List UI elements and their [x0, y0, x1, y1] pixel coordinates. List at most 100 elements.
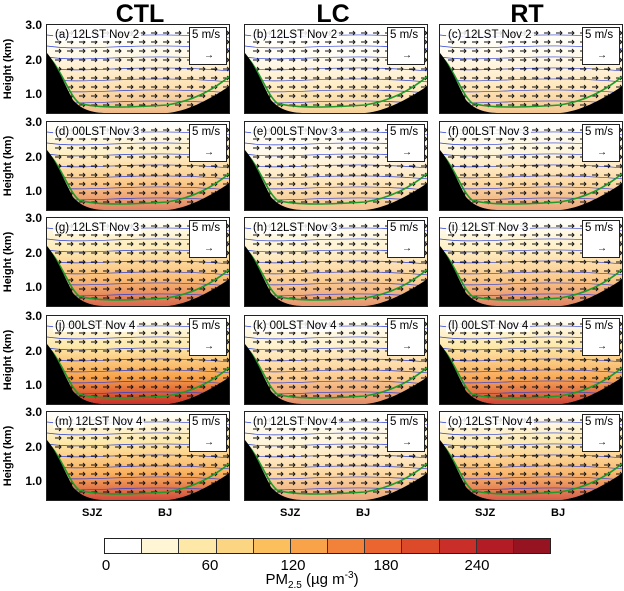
wind-vector [199, 66, 206, 72]
wind-vector [289, 172, 296, 178]
y-tick-label: 2.0 [25, 150, 42, 164]
wind-vector [409, 259, 416, 265]
wind-vector [349, 190, 356, 196]
wind-vector [115, 250, 122, 256]
arrow-right-icon: → [402, 341, 412, 352]
wind-vector [373, 181, 380, 187]
wind-vector [103, 339, 110, 345]
wind-vector [325, 339, 332, 345]
wind-vector [127, 277, 134, 283]
wind-vector [532, 250, 539, 256]
wind-vector [472, 480, 479, 486]
wind-vector [325, 375, 332, 381]
wind-vector [592, 286, 599, 292]
wind-vector [79, 480, 86, 486]
wind-vector [580, 181, 587, 187]
colorbar-tick-label: 0 [101, 557, 111, 574]
wind-vector [139, 190, 146, 196]
wind-vector [496, 145, 503, 151]
wind-vector [151, 48, 158, 54]
wind-vector [361, 366, 368, 372]
wind-vector [163, 444, 170, 450]
wind-vector [568, 172, 575, 178]
terrain-mask [245, 25, 427, 113]
wind-vector [115, 339, 122, 345]
wind-vector [532, 259, 539, 265]
wind-vector [325, 145, 332, 151]
wind-vector [508, 181, 515, 187]
wind-vector [211, 268, 218, 274]
wind-vector [568, 471, 575, 477]
wind-vector [139, 232, 146, 238]
wind-vector [139, 366, 146, 372]
wind-vector [139, 172, 146, 178]
wind-vector [385, 375, 392, 381]
wind-vector [289, 190, 296, 196]
wind-scale-key: 5 m/s → [189, 318, 227, 356]
wind-vector [349, 375, 356, 381]
wind-vector [103, 375, 110, 381]
colorbar-segment [402, 539, 440, 553]
wind-scale-label: 5 m/s [192, 222, 221, 234]
wind-vector [127, 48, 134, 54]
wind-vector [115, 462, 122, 468]
wind-vector [337, 181, 344, 187]
wind-vector [67, 444, 74, 450]
wind-vector [349, 75, 356, 81]
wind-scale-label: 5 m/s [585, 126, 614, 138]
wind-vector [277, 357, 284, 363]
wind-vector [580, 375, 587, 381]
wind-vector [397, 75, 404, 81]
wind-vector [103, 250, 110, 256]
wind-vector [520, 154, 527, 160]
wind-vector [199, 268, 206, 274]
wind-vector [460, 444, 467, 450]
wind-vector [484, 172, 491, 178]
wind-vector [349, 66, 356, 72]
wind-vector [385, 453, 392, 459]
wind-vector [175, 145, 182, 151]
wind-vector [151, 154, 158, 160]
wind-vector [187, 84, 194, 90]
y-tick-label: 3.0 [25, 405, 42, 419]
wind-vector [163, 330, 170, 336]
wind-vector [115, 241, 122, 247]
wind-vector [265, 154, 272, 160]
wind-vector [139, 321, 146, 327]
wind-vector [568, 489, 575, 495]
wind-vector [289, 453, 296, 459]
wind-vector [301, 453, 308, 459]
wind-vector [532, 366, 539, 372]
wind-vector [373, 232, 380, 238]
wind-vector [103, 480, 110, 486]
wind-vector [115, 66, 122, 72]
wind-vector [163, 366, 170, 372]
wind-vector [91, 84, 98, 90]
wind-vector [349, 277, 356, 283]
wind-vector [325, 277, 332, 283]
wind-vector [508, 172, 515, 178]
wind-vector [520, 181, 527, 187]
wind-vector [211, 172, 218, 178]
wind-vector [532, 39, 539, 45]
wind-vector [349, 163, 356, 169]
boundary-layer-line [440, 441, 622, 495]
wind-vector [361, 127, 368, 133]
wind-vector [373, 384, 380, 390]
wind-vector [385, 295, 392, 301]
wind-vector [67, 48, 74, 54]
wind-vector [349, 268, 356, 274]
wind-vector [103, 154, 110, 160]
wind-vector [604, 462, 611, 468]
arrow-right-icon: → [597, 243, 607, 254]
wind-vector [496, 357, 503, 363]
wind-vector [592, 172, 599, 178]
wind-vector [349, 453, 356, 459]
wind-vector [568, 84, 575, 90]
wind-vector [385, 102, 392, 108]
wind-vector [115, 357, 122, 363]
y-tick-label: 3.0 [25, 211, 42, 225]
wind-vector [79, 75, 86, 81]
wind-vector [289, 66, 296, 72]
wind-vector [337, 145, 344, 151]
